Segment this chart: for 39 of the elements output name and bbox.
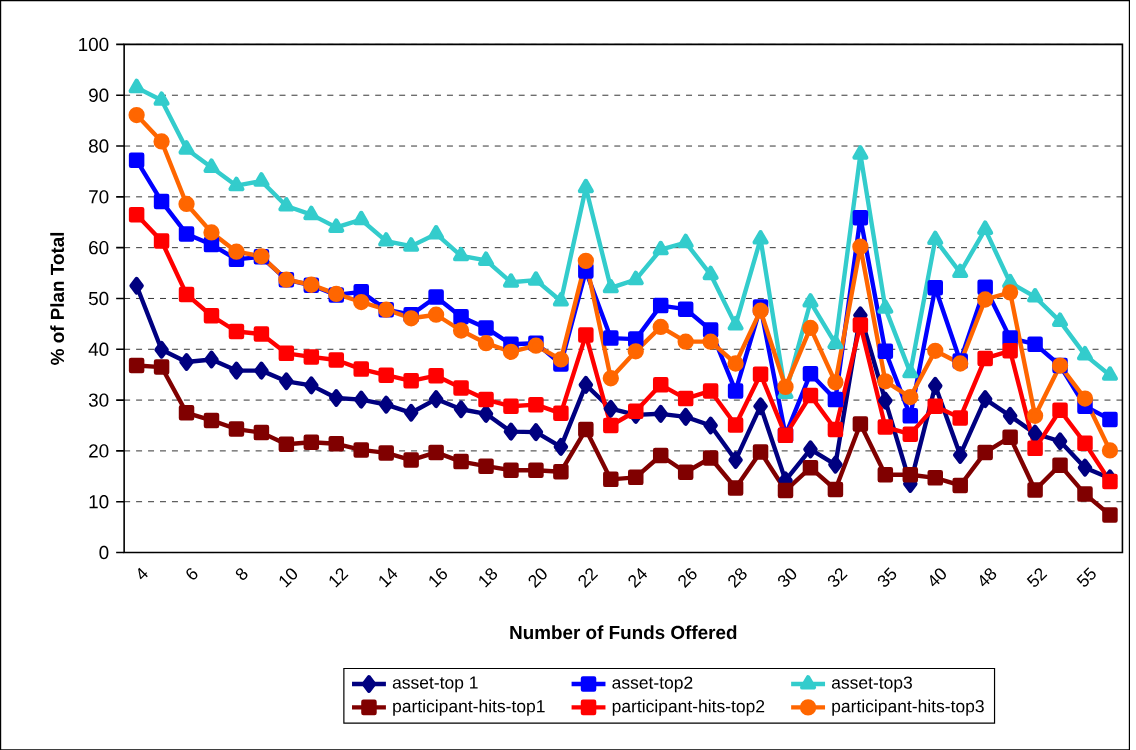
x-tick-label: 26 bbox=[678, 568, 697, 588]
legend-label: participant-hits-top1 bbox=[393, 699, 545, 716]
x-tick-label: 48 bbox=[979, 568, 997, 587]
legend-label: participant-hits-top3 bbox=[832, 699, 984, 716]
y-tick-label: 40 bbox=[88, 342, 109, 356]
y-tick-label: 60 bbox=[89, 240, 109, 255]
x-tick-label: 30 bbox=[778, 568, 797, 587]
y-tick-label: 0 bbox=[99, 545, 109, 560]
y-axis-title: % of Plan Total bbox=[50, 232, 65, 365]
x-axis-title: Number of Funds Offered bbox=[510, 625, 737, 639]
x-tick-label: 40 bbox=[930, 568, 946, 587]
x-tick-label: 22 bbox=[578, 568, 599, 588]
x-tick-label: 4 bbox=[138, 567, 148, 580]
x-tick-label: 12 bbox=[329, 568, 349, 588]
y-tick-label: 10 bbox=[89, 494, 109, 509]
x-tick-label: 52 bbox=[1026, 568, 1048, 587]
y-tick-label: 90 bbox=[89, 88, 109, 102]
x-tick-label: 16 bbox=[429, 568, 448, 588]
legend-label: asset-top2 bbox=[612, 676, 693, 693]
x-tick-label: 35 bbox=[877, 567, 897, 587]
x-tick-label: 8 bbox=[235, 568, 248, 580]
x-tick-label: 14 bbox=[379, 567, 398, 588]
x-tick-label: 6 bbox=[186, 568, 198, 580]
x-tick-label: 55 bbox=[1076, 567, 1096, 587]
x-tick-label: 20 bbox=[528, 568, 547, 588]
y-tick-label: 30 bbox=[88, 393, 109, 407]
legend-label: asset-top3 bbox=[831, 676, 912, 693]
y-tick-label: 80 bbox=[88, 139, 109, 153]
y-tick-label: 70 bbox=[89, 189, 109, 204]
y-tick-label: 20 bbox=[89, 444, 109, 458]
x-tick-label: 28 bbox=[728, 568, 747, 588]
x-tick-label: 18 bbox=[479, 568, 498, 588]
legend-label: participant-hits-top2 bbox=[612, 699, 765, 716]
y-tick-label: 50 bbox=[88, 291, 109, 305]
y-tick-label: 100 bbox=[79, 37, 109, 51]
x-tick-label: 10 bbox=[279, 568, 298, 588]
x-tick-label: 32 bbox=[827, 568, 848, 587]
legend-label: asset-top 1 bbox=[392, 676, 478, 692]
x-tick-label: 24 bbox=[628, 567, 648, 588]
